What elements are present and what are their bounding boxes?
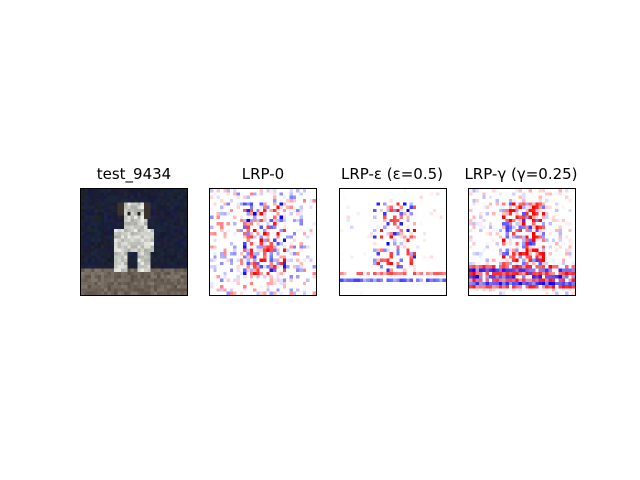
lrp0-heatmap-panel	[209, 188, 317, 296]
panel-title-lrp0: LRP-0	[241, 165, 285, 183]
lrp-epsilon-heatmap-panel	[339, 188, 447, 296]
lrp-gamma-heatmap	[469, 189, 575, 295]
lrp0-heatmap	[210, 189, 316, 295]
panel-title-lrp-gamma: LRP-γ (γ=0.25)	[464, 165, 578, 183]
lrp-epsilon-heatmap	[340, 189, 446, 295]
original-image-panel	[80, 188, 188, 296]
lrp-gamma-heatmap-panel	[468, 188, 576, 296]
original-image	[81, 189, 187, 295]
panel-title-lrp-epsilon: LRP-ε (ε=0.5)	[340, 165, 444, 183]
panel-title-original: test_9434	[96, 165, 172, 183]
